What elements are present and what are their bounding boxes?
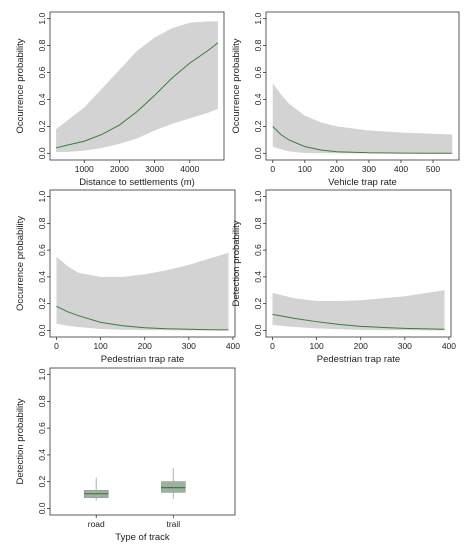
y-tick-label: 0.4	[37, 449, 47, 461]
y-axis-label: Detection probability	[231, 220, 242, 306]
y-tick-label: 1.0	[37, 12, 47, 24]
x-tick-label: 300	[398, 341, 412, 351]
y-tick-label: 0.8	[37, 217, 47, 229]
confidence-band	[272, 290, 445, 331]
y-tick-label: 0.2	[37, 475, 47, 487]
y-tick-label: 0.6	[253, 66, 263, 78]
x-tick-label: 300	[362, 164, 376, 174]
y-tick-label: 0.2	[37, 120, 47, 132]
y-tick-label: 0.8	[253, 39, 263, 51]
y-axis-label: Occurrence probability	[15, 38, 26, 133]
x-tick-label: 0	[270, 341, 275, 351]
y-tick-label: 0.0	[37, 502, 47, 514]
panel-4: 0.0 0.2 0.4 0.6 0.8 1.0 0 100 200 300 400 Pedestria…	[231, 189, 456, 365]
y-tick-label: 0.0	[253, 324, 263, 336]
y-tick-label: 0.2	[37, 297, 47, 309]
plot-frame	[265, 11, 460, 161]
x-tick-label: 200	[354, 341, 368, 351]
plot-frame	[49, 367, 236, 516]
panel-1: 0.0 0.2 0.4 0.6 0.8 1.0 1000 2000 3000 4000 Distan…	[15, 11, 225, 188]
x-tick-label: 200	[138, 341, 152, 351]
x-tick-label: 100	[93, 341, 107, 351]
confidence-band	[56, 252, 229, 331]
x-tick-label-road: road	[88, 519, 105, 529]
y-tick-label: 0.4	[37, 271, 47, 283]
x-tick-label: 500	[426, 164, 440, 174]
confidence-band	[272, 83, 453, 154]
y-tick-label: 1.0	[37, 368, 47, 380]
y-tick-label: 1.0	[253, 12, 263, 24]
box-trail	[161, 481, 186, 493]
y-tick-label: 1.0	[37, 190, 47, 202]
y-axis-label: Detection probability	[15, 398, 26, 484]
y-tick-label: 0.8	[37, 395, 47, 407]
x-axis-label: Pedestrian trap rate	[101, 354, 184, 365]
y-tick-label: 0.0	[37, 147, 47, 159]
y-tick-label: 0.4	[253, 271, 263, 283]
y-tick-label: 0.6	[37, 66, 47, 78]
x-tick-label: 2000	[110, 164, 129, 174]
fitted-curve	[272, 126, 453, 154]
y-tick-label: 0.4	[37, 93, 47, 105]
x-axis-label: Vehicle trap rate	[328, 177, 397, 188]
x-tick-label: 300	[182, 341, 196, 351]
y-tick-label: 0.2	[253, 120, 263, 132]
plot-frame	[49, 11, 225, 161]
x-tick-label: 200	[330, 164, 344, 174]
x-tick-label: 4000	[180, 164, 199, 174]
panel-5: 0.0 0.2 0.4 0.6 0.8 1.0 road trail Type of track…	[15, 367, 236, 543]
x-tick-label: 400	[394, 164, 408, 174]
x-tick-label: 0	[54, 341, 59, 351]
y-tick-label: 0.6	[37, 244, 47, 256]
plot-frame	[49, 189, 236, 338]
y-tick-label: 0.4	[253, 93, 263, 105]
x-tick-label: 3000	[145, 164, 164, 174]
x-tick-label: 100	[298, 164, 312, 174]
panel-2: 0.0 0.2 0.4 0.6 0.8 1.0 0 100 200 300 400 500 Vehicl…	[231, 11, 460, 188]
y-axis-label: Occurrence probability	[15, 216, 26, 311]
fitted-curve	[55, 42, 219, 149]
y-tick-label: 0.8	[37, 39, 47, 51]
x-tick-label: 400	[226, 341, 240, 351]
x-axis-label: Pedestrian trap rate	[317, 354, 400, 365]
x-tick-label: 1000	[75, 164, 94, 174]
fitted-curve	[56, 305, 229, 331]
plot-frame	[265, 189, 452, 338]
y-tick-label: 0.0	[37, 324, 47, 336]
x-tick-label: 100	[309, 341, 323, 351]
y-tick-label: 1.0	[253, 190, 263, 202]
x-tick-label-trail: trail	[166, 519, 180, 529]
confidence-band	[56, 21, 218, 152]
fitted-curve	[272, 313, 445, 330]
y-tick-label: 0.6	[37, 422, 47, 434]
y-tick-label: 0.8	[253, 217, 263, 229]
x-axis-label: Distance to settlements (m)	[79, 177, 195, 188]
y-axis-label: Occurrence probability	[231, 38, 242, 133]
x-tick-label: 400	[442, 341, 456, 351]
y-tick-label: 0.0	[253, 147, 263, 159]
x-tick-label: 0	[270, 164, 275, 174]
x-axis-label: Type of track	[115, 532, 170, 543]
panel-3: 0.0 0.2 0.4 0.6 0.8 1.0 0 100 200 300 400 Pedestria…	[15, 189, 240, 365]
y-tick-label: 0.2	[253, 297, 263, 309]
y-tick-label: 0.6	[253, 244, 263, 256]
